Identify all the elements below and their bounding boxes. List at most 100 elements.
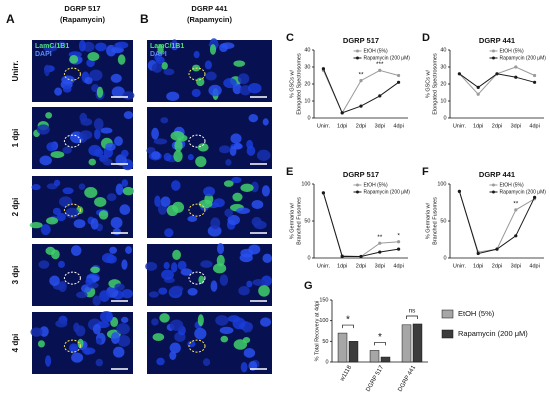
data-point xyxy=(495,247,499,251)
nucleus xyxy=(212,263,227,274)
nucleus xyxy=(232,83,242,95)
nucleus xyxy=(197,143,209,152)
row-label: 4 dpi xyxy=(11,334,20,353)
nucleus xyxy=(95,358,104,367)
nucleus xyxy=(256,149,271,161)
nucleus xyxy=(121,149,129,158)
nucleus xyxy=(54,87,63,96)
x-tick-label: 4dpi xyxy=(393,263,403,269)
data-point xyxy=(378,94,382,98)
x-tick-label: Unirr. xyxy=(317,123,331,129)
nucleus xyxy=(110,73,122,83)
nucleus xyxy=(220,335,229,343)
germarium-outline xyxy=(188,134,206,148)
nucleus xyxy=(205,71,217,81)
nucleus xyxy=(163,261,170,270)
nucleus xyxy=(117,335,131,347)
nucleus xyxy=(203,186,216,197)
nucleus xyxy=(45,112,53,119)
nucleus xyxy=(36,124,50,135)
significance: ns xyxy=(409,308,417,315)
nucleus xyxy=(251,199,264,209)
nucleus xyxy=(200,260,213,268)
nucleus xyxy=(166,91,180,101)
nucleus xyxy=(78,40,86,52)
nucleus xyxy=(50,151,65,159)
nucleus xyxy=(53,179,61,187)
y-tick-label: 20 xyxy=(304,81,310,87)
nucleus xyxy=(248,114,259,123)
nucleus xyxy=(240,362,248,373)
nucleus xyxy=(114,136,123,147)
nucleus xyxy=(115,183,124,196)
stain-label: LamC/1B1 xyxy=(35,43,69,50)
nucleus xyxy=(94,128,101,140)
nucleus xyxy=(46,217,59,225)
nucleus xyxy=(237,73,250,85)
legend-label: Rapamycin (200 μM) xyxy=(499,189,546,195)
nucleus xyxy=(90,266,100,274)
nucleus xyxy=(121,179,129,187)
x-tick-label: 4dpi xyxy=(529,123,539,129)
nucleus xyxy=(45,355,52,367)
nucleus xyxy=(89,69,103,81)
x-tick-label: 2dpi xyxy=(492,263,502,269)
nucleus xyxy=(157,44,164,55)
legend-label: EtOH (5%) xyxy=(363,48,388,54)
significance: ** xyxy=(513,201,519,208)
y-tick-label: 30 xyxy=(440,64,446,70)
germarium-outline xyxy=(63,203,81,217)
nucleus xyxy=(121,259,128,270)
nucleus xyxy=(88,144,102,156)
nucleus xyxy=(57,41,66,48)
germarium-outline xyxy=(63,134,81,148)
data-point xyxy=(359,254,363,259)
nucleus xyxy=(252,279,266,286)
nucleus xyxy=(169,342,181,354)
nucleus xyxy=(123,111,134,120)
chart-title: DGRP 441 xyxy=(479,170,515,179)
nucleus xyxy=(218,145,231,154)
nucleus xyxy=(122,186,134,196)
nucleus xyxy=(92,295,101,306)
nucleus xyxy=(55,319,68,328)
significance: ** xyxy=(358,71,364,78)
x-tick-label: Unirr. xyxy=(453,263,467,269)
nucleus xyxy=(151,63,163,73)
x-tick-label: 2dpi xyxy=(356,123,366,129)
nucleus xyxy=(79,130,93,140)
y-tick-label: 0 xyxy=(443,115,446,121)
data-point xyxy=(533,195,537,199)
x-tick-label: Unirr. xyxy=(317,263,331,269)
data-point xyxy=(514,208,518,212)
nucleus xyxy=(98,210,109,220)
nucleus xyxy=(163,152,172,162)
nucleus xyxy=(173,150,183,163)
x-tick-label: 3dpi xyxy=(511,123,521,129)
nucleus xyxy=(95,42,107,52)
y-tick-label: 0 xyxy=(325,359,328,365)
nucleus xyxy=(219,43,228,53)
nucleus xyxy=(69,55,79,64)
legend-label: EtOH (5%) xyxy=(499,182,524,188)
nucleus xyxy=(101,252,115,264)
germarium-outline xyxy=(63,339,81,353)
nucleus xyxy=(208,84,222,97)
legend-marker xyxy=(355,190,359,194)
nucleus xyxy=(73,322,80,333)
data-point xyxy=(359,79,363,83)
bar xyxy=(380,356,391,363)
nucleus xyxy=(216,254,225,267)
nucleus xyxy=(94,196,107,207)
nucleus xyxy=(216,242,225,255)
nucleus xyxy=(156,357,165,366)
nucleus xyxy=(114,283,125,291)
data-point xyxy=(476,251,480,256)
nucleus xyxy=(92,324,101,335)
nucleus xyxy=(240,248,254,258)
nucleus xyxy=(58,260,65,268)
nucleus xyxy=(151,318,159,326)
y-tick-label: 100 xyxy=(437,181,446,187)
y-axis-label: Branched Fusomes xyxy=(296,197,302,245)
nucleus xyxy=(110,216,123,229)
